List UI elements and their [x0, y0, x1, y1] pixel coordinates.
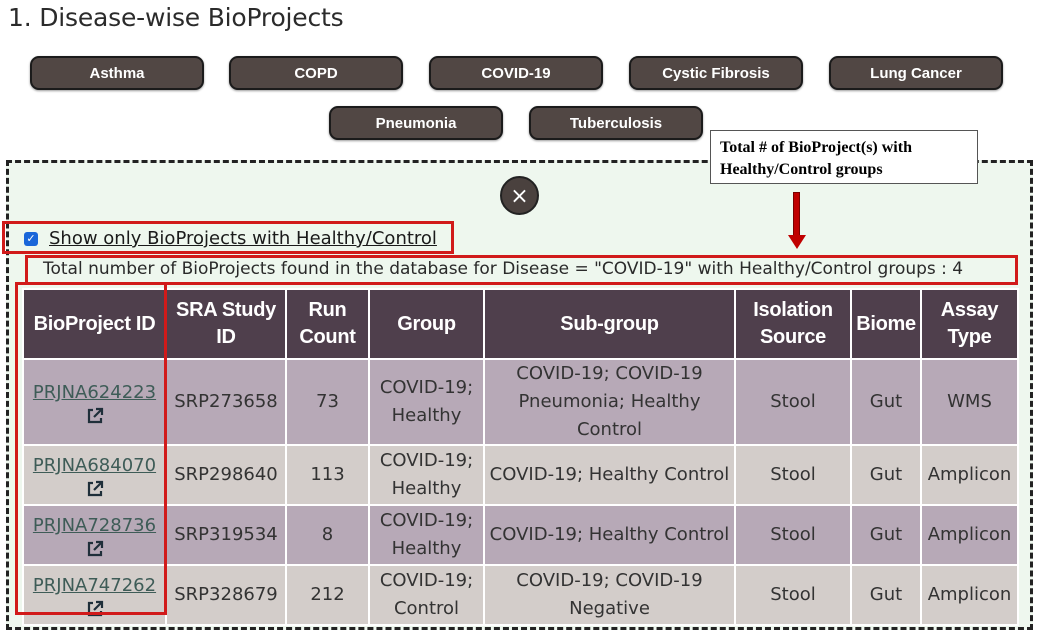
col-header-group: Group	[368, 288, 485, 360]
callout-line-2: Healthy/Control groups	[720, 161, 883, 178]
disease-button-copd[interactable]: COPD	[229, 56, 403, 90]
filter-label[interactable]: Show only BioProjects with Healthy/Contr…	[49, 228, 437, 249]
isolation-cell: Stool	[734, 564, 852, 626]
arrow-shaft	[793, 192, 800, 236]
biome-cell: Gut	[850, 564, 922, 626]
biome-cell: Gut	[850, 444, 922, 506]
subgroup-cell: COVID-19; COVID-19 Pneumonia; Healthy Co…	[483, 358, 736, 446]
biome-cell: Gut	[850, 358, 922, 446]
col-header-run-count: Run Count	[285, 288, 370, 360]
disease-button-tuberculosis[interactable]: Tuberculosis	[529, 106, 703, 140]
bioproject-cell: PRJNA624223	[22, 358, 167, 446]
col-header-assay: Assay Type	[920, 288, 1019, 360]
disease-button-asthma[interactable]: Asthma	[30, 56, 204, 90]
assay-cell: Amplicon	[920, 504, 1019, 566]
sra-cell: SRP328679	[165, 564, 287, 626]
bioproject-cell: PRJNA747262	[22, 564, 167, 626]
subgroup-cell: COVID-19; Healthy Control	[483, 504, 736, 566]
assay-cell: Amplicon	[920, 444, 1019, 506]
run-count-cell: 73	[285, 358, 370, 446]
close-button[interactable]: ×	[500, 176, 539, 215]
external-link-icon[interactable]	[86, 407, 104, 425]
sra-cell: SRP298640	[165, 444, 287, 506]
isolation-cell: Stool	[734, 444, 852, 506]
col-header-biome: Biome	[850, 288, 922, 360]
highlight-filter-box	[2, 221, 454, 254]
sra-cell: SRP319534	[165, 504, 287, 566]
disease-button-covid-19[interactable]: COVID-19	[429, 56, 603, 90]
group-cell: COVID-19; Control	[368, 564, 485, 626]
total-count-text: Total number of BioProjects found in the…	[43, 259, 964, 279]
isolation-cell: Stool	[734, 504, 852, 566]
bioproject-link[interactable]: PRJNA728736	[32, 515, 157, 536]
assay-cell: Amplicon	[920, 564, 1019, 626]
arrow-down-icon	[788, 235, 806, 249]
table-header-row: BioProject ID SRA Study ID Run Count Gro…	[22, 288, 1019, 360]
checkbox-icon[interactable]: ✓	[24, 231, 38, 246]
callout-line-1: Total # of BioProject(s) with	[720, 139, 912, 156]
bioproject-link[interactable]: PRJNA747262	[32, 575, 157, 596]
run-count-cell: 113	[285, 444, 370, 506]
callout-annotation: Total # of BioProject(s) with Healthy/Co…	[710, 130, 978, 184]
run-count-cell: 8	[285, 504, 370, 566]
table-row: PRJNA684070 SRP298640 113 COVID-19; Healthy…	[22, 444, 1019, 506]
run-count-cell: 212	[285, 564, 370, 626]
bioproject-link[interactable]: PRJNA624223	[32, 382, 157, 403]
col-header-subgroup: Sub-group	[483, 288, 736, 360]
group-cell: COVID-19; Healthy	[368, 358, 485, 446]
external-link-icon[interactable]	[86, 540, 104, 558]
highlight-id-column-box	[15, 282, 167, 615]
healthy-control-filter[interactable]: ✓ Show only BioProjects with Healthy/Con…	[24, 228, 437, 249]
highlight-total-box	[25, 255, 1018, 285]
assay-cell: WMS	[920, 358, 1019, 446]
bioproject-cell: PRJNA684070	[22, 444, 167, 506]
subgroup-cell: COVID-19; COVID-19 Negative	[483, 564, 736, 626]
subgroup-cell: COVID-19; Healthy Control	[483, 444, 736, 506]
col-header-sra: SRA Study ID	[165, 288, 287, 360]
col-header-bioproject: BioProject ID	[22, 288, 167, 360]
bioproject-link[interactable]: PRJNA684070	[32, 455, 157, 476]
disease-button-cystic-fibrosis[interactable]: Cystic Fibrosis	[629, 56, 803, 90]
disease-button-pneumonia[interactable]: Pneumonia	[329, 106, 503, 140]
table-row: PRJNA624223 SRP273658 73 COVID-19; Healthy C…	[22, 358, 1019, 446]
sra-cell: SRP273658	[165, 358, 287, 446]
page-title: 1. Disease-wise BioProjects	[8, 3, 344, 32]
bioprojects-table: BioProject ID SRA Study ID Run Count Gro…	[22, 288, 1019, 626]
biome-cell: Gut	[850, 504, 922, 566]
disease-button-lung-cancer[interactable]: Lung Cancer	[829, 56, 1003, 90]
table-row: PRJNA728736 SRP319534 8 COVID-19; Healthy CO…	[22, 504, 1019, 566]
group-cell: COVID-19; Healthy	[368, 504, 485, 566]
group-cell: COVID-19; Healthy	[368, 444, 485, 506]
col-header-isolation: Isolation Source	[734, 288, 852, 360]
external-link-icon[interactable]	[86, 480, 104, 498]
table-row: PRJNA747262 SRP328679 212 COVID-19; Control…	[22, 564, 1019, 626]
isolation-cell: Stool	[734, 358, 852, 446]
